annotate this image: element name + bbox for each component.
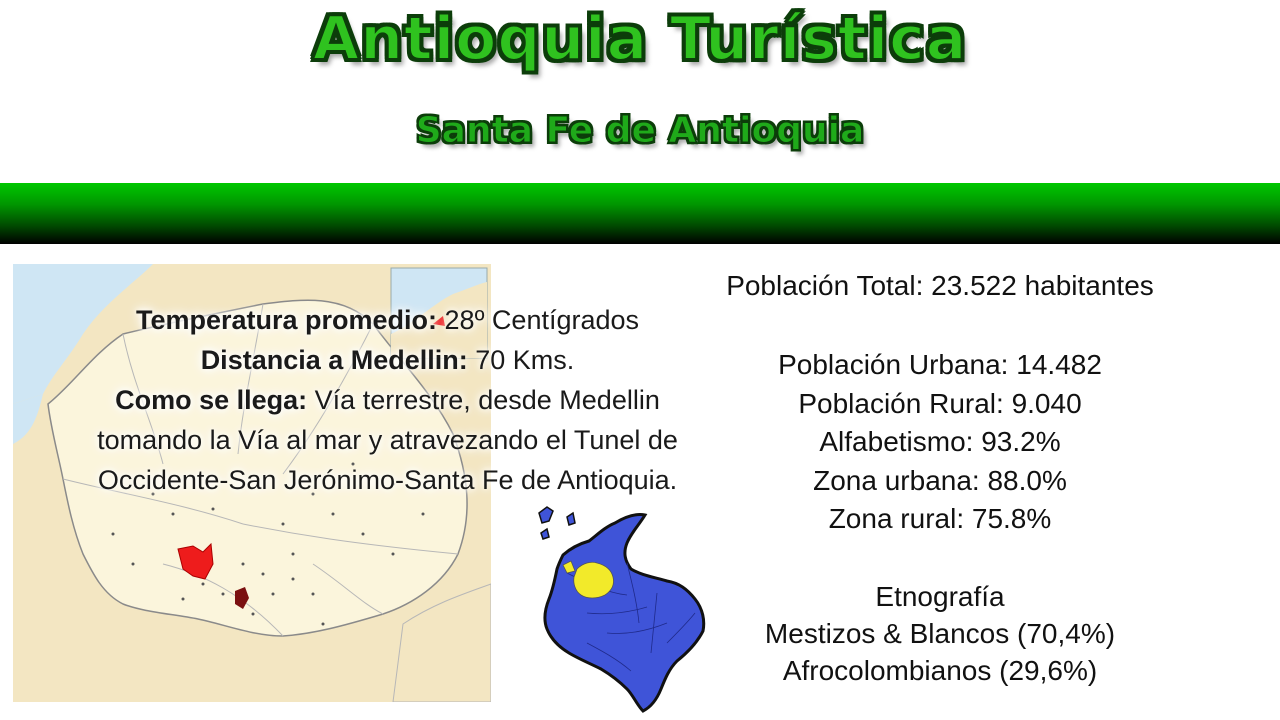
page-title: Antioquia Turística — [312, 3, 968, 75]
route-value-2: tomando la Vía al mar y atravezando el T… — [97, 425, 678, 455]
route-label: Como se llega: — [115, 385, 308, 415]
rural-zone: Zona rural: 75.8% — [640, 500, 1240, 539]
distance-line: Distancia a Medellin: 70 Kms. — [20, 340, 755, 380]
ethnography-line-1: Mestizos & Blancos (70,4%) — [764, 618, 1116, 649]
route-value-1: Vía terrestre, desde Medellin — [307, 385, 660, 415]
literacy-label: Alfabetismo: — [819, 426, 974, 457]
urban-zone: Zona urbana: 88.0% — [640, 462, 1240, 501]
literacy: Alfabetismo: 93.2% — [640, 423, 1240, 462]
urban-zone-value: : 88.0% — [971, 464, 1067, 496]
ethnography-block: Etnografía Mestizos & Blancos (70,4%) Af… — [640, 578, 1240, 689]
colombia-map-graphic — [538, 506, 706, 713]
rural-zone-value: : 75.8% — [956, 503, 1052, 534]
ethnography-heading: Etnografía — [875, 581, 1005, 612]
temperature-label: Temperatura promedio: — [135, 305, 438, 335]
urban-population-label: Población Urbana: — [778, 349, 1009, 380]
antioquia-map — [13, 264, 491, 702]
temperature-line: Temperatura promedio: 28º Centígrados — [20, 300, 755, 340]
ethnography-line-2: Afrocolombianos (29,6%) — [782, 655, 1098, 686]
page-subtitle: Santa Fe de Antioquia — [415, 110, 865, 152]
literacy-value: 93.2% — [973, 426, 1061, 457]
rural-zone-label: Zona rural — [828, 503, 957, 534]
antioquia-map-graphic — [13, 264, 491, 702]
total-population-value: 23.522 habitantes — [923, 270, 1154, 301]
rural-population-label: Población Rural: — [798, 387, 1004, 419]
rural-population: Población Rural: 9.040 — [640, 385, 1240, 424]
urban-population: Población Urbana: 14.482 — [640, 346, 1240, 385]
colombia-map — [527, 503, 712, 715]
demographics-block: Población Urbana: 14.482 Población Rural… — [640, 346, 1240, 539]
rural-population-value: 9.040 — [1003, 387, 1082, 419]
urban-population-value: 14.482 — [1008, 349, 1102, 380]
total-population: Población Total: 23.522 habitantes — [640, 270, 1240, 302]
travel-info: Temperatura promedio: 28º Centígrados Di… — [20, 300, 755, 500]
temperature-value: 28º Centígrados — [437, 305, 640, 335]
route-value-3: Occidente-San Jerónimo-Santa Fe de Antio… — [97, 465, 678, 495]
distance-label: Distancia a Medellin: — [200, 345, 468, 375]
route-line: Como se llega: Vía terrestre, desde Mede… — [20, 380, 755, 420]
urban-zone-label: Zona urbana — [813, 464, 972, 496]
total-population-label: Población Total: — [726, 270, 924, 301]
distance-value: 70 Kms. — [467, 345, 575, 375]
green-banner — [0, 183, 1280, 244]
